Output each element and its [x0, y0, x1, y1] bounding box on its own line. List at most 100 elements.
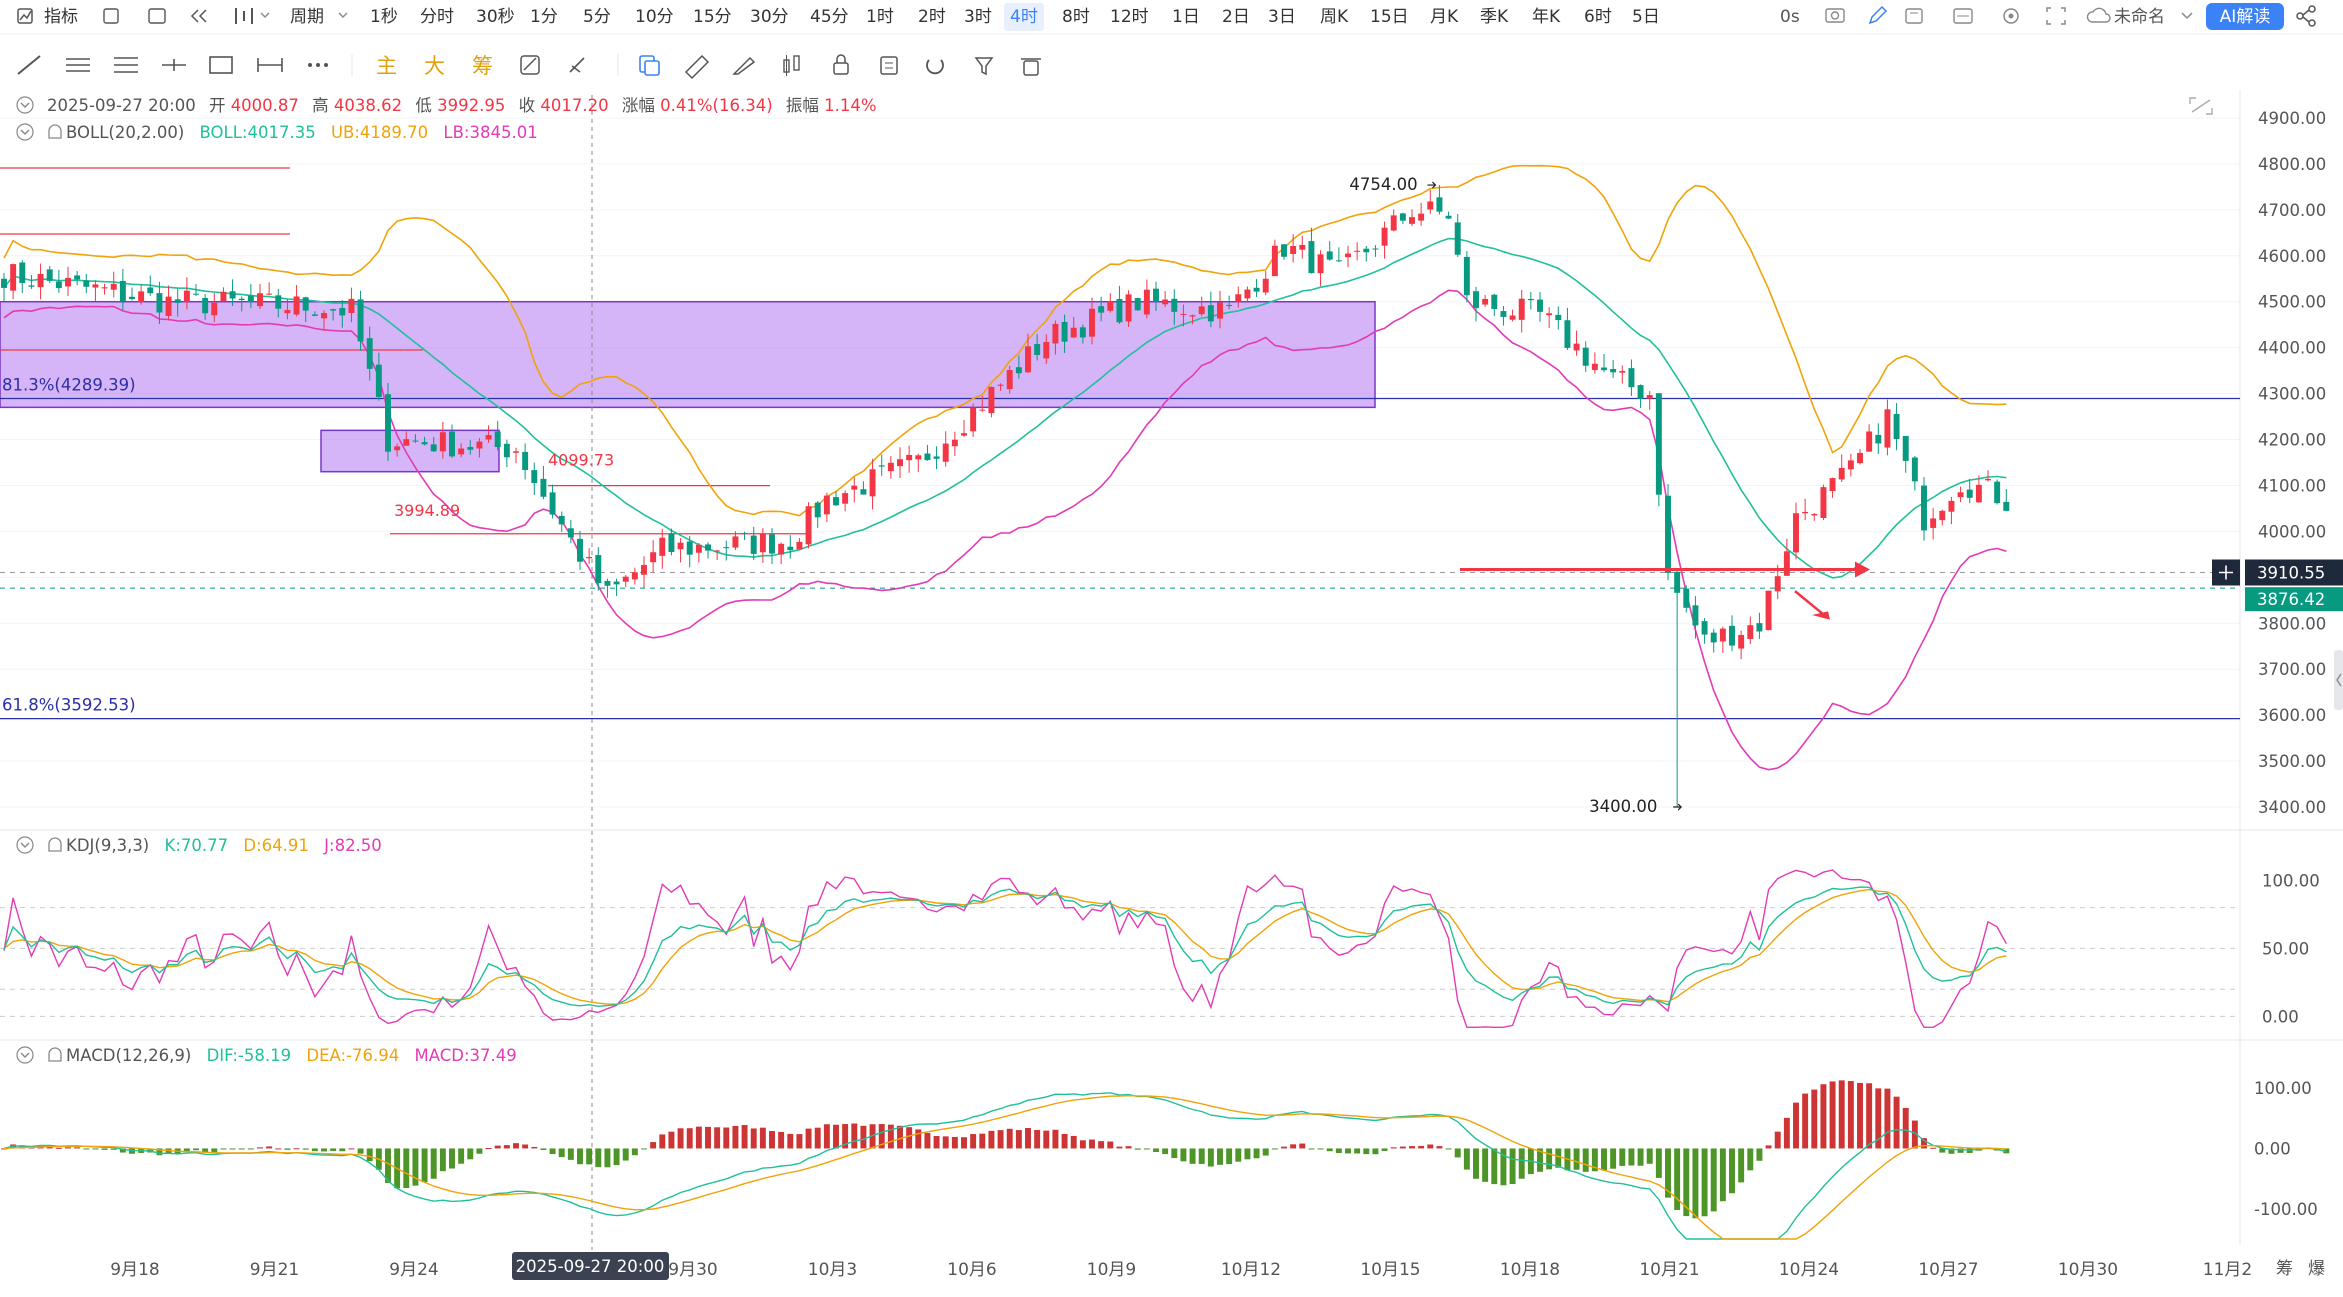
toolbar-period-24[interactable]: 年K: [1532, 7, 1561, 27]
toolbar-period-2[interactable]: 1秒: [370, 7, 398, 27]
camera-icon[interactable]: [1825, 8, 1845, 23]
macd-histogram-bar: [1207, 1148, 1214, 1167]
keyboard-icon[interactable]: [1953, 8, 1973, 24]
toolbar-period-8[interactable]: 15分: [693, 7, 732, 27]
price-tick-label: 3700.00: [2258, 660, 2326, 679]
brush-icon[interactable]: [732, 56, 756, 75]
collapse-chevron-icon[interactable]: [16, 836, 34, 854]
cloud-icon[interactable]: [2086, 7, 2111, 23]
auto-draw-icon[interactable]: [520, 55, 540, 75]
chip-label[interactable]: 筹: [472, 54, 493, 78]
ruler-icon[interactable]: [684, 54, 710, 80]
candle-body: [732, 536, 739, 548]
price-tick-label: 4500.00: [2258, 293, 2326, 312]
fib-levels-icon[interactable]: [114, 57, 138, 73]
profile-name[interactable]: 未命名: [2114, 7, 2165, 27]
chip-tab[interactable]: 筹: [2276, 1259, 2293, 1279]
candle-body: [1226, 304, 1233, 306]
toolbar-item-period[interactable]: 周期: [290, 7, 324, 27]
pen-icon[interactable]: [1868, 5, 1888, 25]
macd-histogram-bar: [851, 1123, 858, 1149]
macd-histogram-bar: [1235, 1148, 1242, 1162]
macd-histogram-bar: [1957, 1148, 1964, 1153]
macd-tick-label: 0.00: [2254, 1139, 2291, 1158]
candle-style-icon[interactable]: [235, 8, 253, 24]
magnet-icon[interactable]: [926, 59, 944, 75]
copy-icon[interactable]: [639, 55, 660, 76]
parallel-lines-icon[interactable]: [66, 58, 90, 72]
macd-histogram-bar: [1820, 1084, 1827, 1149]
collapse-chevron-icon[interactable]: [16, 1046, 34, 1064]
indicator-icon[interactable]: [17, 8, 33, 24]
eraser-icon[interactable]: [569, 57, 585, 73]
macd-histogram-bar: [924, 1132, 931, 1149]
trash-icon[interactable]: [1021, 58, 1041, 76]
date-tick-label: 9月21: [250, 1260, 299, 1280]
toolbar-period-21[interactable]: 15日: [1370, 7, 1409, 27]
bell-icon[interactable]: [48, 837, 62, 852]
macd-histogram-bar: [1025, 1127, 1031, 1149]
toolbar-period-10[interactable]: 45分: [810, 7, 849, 27]
fullscreen-icon[interactable]: [2046, 7, 2066, 25]
macd-histogram-bar: [339, 1148, 346, 1152]
toolbar-period-18[interactable]: 2日: [1222, 7, 1250, 27]
add-alert-icon[interactable]: [2212, 559, 2240, 586]
candle-body: [1719, 628, 1726, 642]
rectangle-icon[interactable]: [209, 56, 233, 74]
macd-histogram-bar: [430, 1148, 437, 1179]
toolbar-period-13[interactable]: 3时: [964, 7, 992, 27]
candles-icon[interactable]: [783, 55, 800, 76]
toolbar-period-26[interactable]: 5日: [1632, 7, 1660, 27]
rewind-icon[interactable]: [190, 9, 207, 23]
toolbar-period-22[interactable]: 月K: [1430, 7, 1459, 27]
bell-icon[interactable]: [48, 1047, 62, 1062]
collapse-chevron-icon[interactable]: [16, 123, 34, 141]
toolbar-period-12[interactable]: 2时: [918, 7, 946, 27]
window-icon[interactable]: [1905, 8, 1923, 24]
macd-histogram-bar: [1884, 1088, 1891, 1149]
toolbar-period-14[interactable]: 4时: [1010, 7, 1038, 27]
ai-button[interactable]: AI解读: [2206, 3, 2284, 30]
arrow-down-icon: [1812, 611, 1830, 620]
maximize-icon[interactable]: [2189, 97, 2213, 115]
calendar-icon[interactable]: [103, 8, 119, 24]
toolbar-item-indicators[interactable]: 指标: [44, 7, 78, 27]
horizontal-line-icon[interactable]: [162, 59, 186, 71]
candle-body: [247, 295, 254, 303]
filter-icon[interactable]: [974, 57, 994, 76]
expand-panel-icon[interactable]: [2334, 650, 2343, 710]
toolbar-period-16[interactable]: 12时: [1110, 7, 1149, 27]
bell-icon[interactable]: [48, 124, 62, 139]
lock-icon[interactable]: [833, 54, 849, 75]
toolbar-period-25[interactable]: 6时: [1584, 7, 1612, 27]
toolbar-period-17[interactable]: 1日: [1172, 7, 1200, 27]
toolbar-period-19[interactable]: 3日: [1268, 7, 1296, 27]
big-order-label[interactable]: 大: [424, 54, 445, 78]
settings-icon[interactable]: [2003, 8, 2019, 24]
layout-icon[interactable]: [148, 8, 166, 24]
toolbar-period-7[interactable]: 10分: [635, 7, 674, 27]
candle-body: [1765, 590, 1772, 631]
more-icon[interactable]: [308, 63, 328, 67]
toolbar-period-9[interactable]: 30分: [750, 7, 789, 27]
toolbar-period-23[interactable]: 季K: [1480, 7, 1509, 27]
toolbar-period-15[interactable]: 8时: [1062, 7, 1090, 27]
toolbar-period-6[interactable]: 5分: [583, 7, 611, 27]
collapse-chevron-icon[interactable]: [16, 96, 34, 114]
trend-line-icon[interactable]: [17, 55, 41, 75]
measure-icon[interactable]: [257, 58, 283, 72]
macd-histogram-bar: [869, 1124, 876, 1149]
toolbar-period-4[interactable]: 30秒: [476, 7, 515, 27]
burst-tab[interactable]: 爆: [2308, 1259, 2325, 1279]
chevron-down-icon[interactable]: [2181, 12, 2193, 20]
toolbar-period-3[interactable]: 分时: [420, 7, 454, 27]
toolbar-period-5[interactable]: 1分: [530, 7, 558, 27]
main-force-label[interactable]: 主: [376, 54, 397, 78]
toolbar-period-11[interactable]: 1时: [866, 7, 894, 27]
macd-histogram-bar: [119, 1148, 126, 1153]
toolbar-period-20[interactable]: 周K: [1320, 7, 1349, 27]
share-icon[interactable]: [2296, 5, 2316, 27]
note-icon[interactable]: [880, 56, 898, 75]
